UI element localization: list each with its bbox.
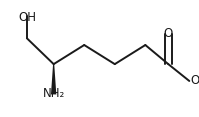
Text: OH: OH	[190, 74, 199, 88]
Text: O: O	[164, 27, 173, 40]
Polygon shape	[51, 64, 56, 94]
Text: NH₂: NH₂	[43, 87, 65, 100]
Text: OH: OH	[18, 11, 36, 24]
